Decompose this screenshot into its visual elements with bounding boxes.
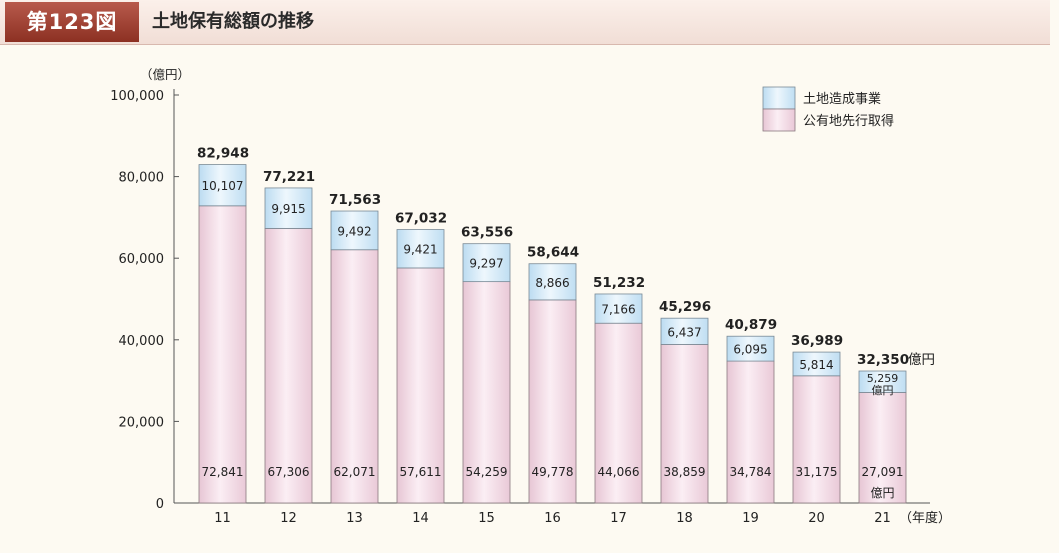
data-label-public-land-acquisition: 57,611 [400,465,442,479]
data-label-total: 32,350 [857,352,909,368]
bar-public-land-acquisition [660,344,709,504]
data-label-land-development: 8,866 [535,276,569,290]
data-label-public-land-acquisition: 54,259 [466,465,508,479]
bar-public-land-acquisition [792,375,841,504]
bar-land-development [264,187,313,229]
data-label-unit: 億円 [872,384,894,397]
bar-land-development [396,229,445,269]
bar-public-land-acquisition [462,281,511,504]
y-tick-label: 80,000 [119,171,165,186]
data-label-total: 82,948 [197,146,249,162]
data-label-land-development: 10,107 [202,179,244,193]
figure-number-badge: 第123図 [5,2,139,42]
legend-swatch-land-development [762,86,796,110]
bar-public-land-acquisition [726,360,775,504]
bar-public-land-acquisition [198,205,247,504]
data-label-land-development: 7,166 [601,303,635,317]
bar-public-land-acquisition [858,392,907,504]
legend-label-public-land-acquisition: 公有地先行取得 [803,113,894,129]
y-tick-label: 20,000 [119,415,165,430]
data-label-total: 58,644 [527,245,579,261]
bar-land-development [594,293,643,324]
chart-title: 土地保有総額の推移 [152,11,314,32]
bar-land-development [792,351,841,377]
data-label-land-development: 9,915 [271,202,305,216]
bar-land-development [462,243,511,283]
x-tick-label: 16 [544,511,561,526]
data-label-total: 71,563 [329,192,381,208]
x-tick-label: 20 [808,511,825,526]
data-label-public-land-acquisition: 44,066 [598,465,640,479]
data-label-public-land-acquisition: 62,071 [334,465,376,479]
data-label-public-land-acquisition: 27,091 [862,465,904,479]
data-label-public-land-acquisition: 31,175 [796,465,838,479]
bar-land-development [858,370,907,393]
data-label-land-development: 9,492 [337,224,371,238]
bar-public-land-acquisition [528,299,577,504]
x-tick-label: 15 [478,511,495,526]
data-label-public-land-acquisition: 49,778 [532,465,574,479]
x-tick-label: 14 [412,511,429,526]
y-axis-unit: （億円） [140,67,190,82]
x-tick-label: 19 [742,511,759,526]
bar-public-land-acquisition [330,249,379,504]
y-tick-label: 60,000 [119,252,165,267]
data-label-public-land-acquisition: 38,859 [664,465,706,479]
data-label-total: 40,879 [725,317,777,333]
data-label-land-development: 9,297 [469,257,503,271]
data-label-public-land-acquisition: 34,784 [730,465,772,479]
x-axis-unit: （年度） [899,510,951,526]
data-label-total: 63,556 [461,225,513,241]
bar-land-development [198,164,247,207]
x-tick-label: 11 [214,511,231,526]
x-tick-label: 13 [346,511,363,526]
x-tick-label: 17 [610,511,627,526]
legend-label-land-development: 土地造成事業 [803,91,881,107]
data-label-unit: 億円 [870,486,894,500]
bar-land-development [330,210,379,251]
chart-header: 第123図 土地保有総額の推移 [0,0,1050,45]
bar-public-land-acquisition [396,267,445,504]
data-label-total-unit: 億円 [908,352,935,368]
data-label-total: 45,296 [659,299,711,315]
y-tick-label: 100,000 [110,89,164,104]
x-tick-label: 18 [676,511,693,526]
data-label-public-land-acquisition: 72,841 [202,465,244,479]
data-label-total: 36,989 [791,333,843,349]
data-label-land-development: 5,259 [867,372,899,385]
bar-public-land-acquisition [594,322,643,504]
data-label-land-development: 6,437 [667,325,701,339]
data-label-total: 77,221 [263,169,315,185]
bar-land-development [726,335,775,362]
bar-land-development [528,263,577,301]
data-label-public-land-acquisition: 67,306 [268,465,310,479]
data-label-land-development: 6,095 [733,343,767,357]
x-tick-label: 12 [280,511,297,526]
bar-public-land-acquisition [264,227,313,504]
data-label-land-development: 9,421 [403,243,437,257]
data-label-total: 51,232 [593,275,645,291]
x-tick-label: 21 [874,511,891,526]
legend-swatch-public-land-acquisition [762,108,796,132]
y-tick-label: 40,000 [119,334,165,349]
bar-land-development [660,317,709,345]
y-tick-label: 0 [156,497,164,512]
data-label-total: 67,032 [395,211,447,227]
data-label-land-development: 5,814 [799,358,833,372]
